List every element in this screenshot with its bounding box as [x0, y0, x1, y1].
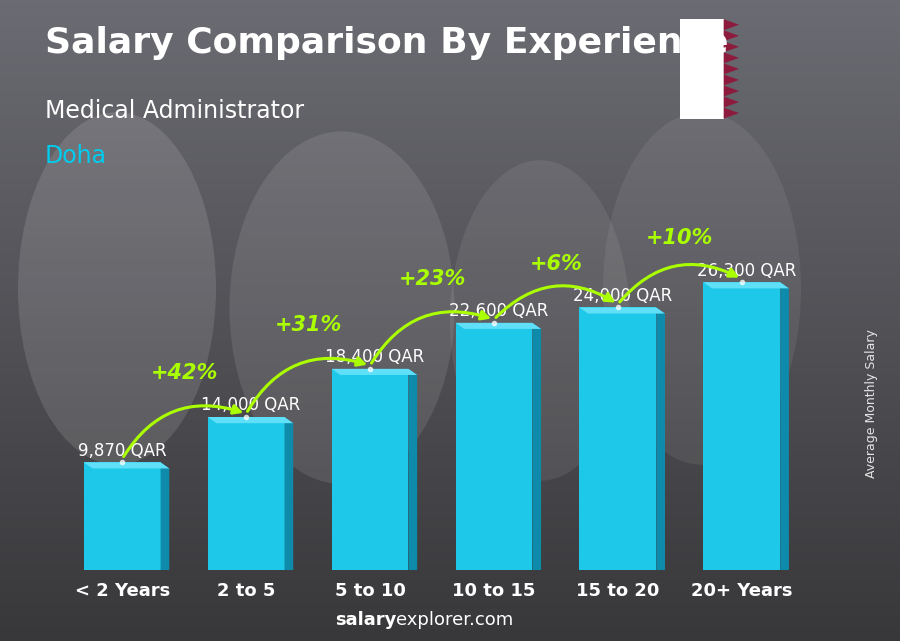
Text: 24,000 QAR: 24,000 QAR [573, 287, 672, 304]
Polygon shape [724, 30, 739, 41]
Polygon shape [724, 108, 739, 119]
Polygon shape [724, 63, 739, 74]
Polygon shape [331, 369, 409, 570]
Text: 14,000 QAR: 14,000 QAR [202, 396, 301, 414]
Text: 22,600 QAR: 22,600 QAR [449, 302, 549, 320]
Polygon shape [84, 462, 169, 469]
Ellipse shape [450, 160, 630, 481]
Polygon shape [724, 53, 739, 63]
Ellipse shape [603, 112, 801, 465]
Polygon shape [160, 462, 169, 577]
Polygon shape [533, 323, 541, 577]
Text: Doha: Doha [45, 144, 107, 168]
Polygon shape [455, 323, 533, 570]
Polygon shape [780, 282, 789, 577]
Polygon shape [724, 97, 739, 108]
Text: +42%: +42% [150, 363, 218, 383]
Polygon shape [331, 369, 417, 375]
Text: 18,400 QAR: 18,400 QAR [326, 348, 425, 366]
Text: Medical Administrator: Medical Administrator [45, 99, 304, 123]
Polygon shape [409, 369, 417, 577]
Text: +10%: +10% [646, 228, 714, 248]
Text: +31%: +31% [274, 315, 342, 335]
Polygon shape [724, 85, 739, 97]
Polygon shape [580, 308, 656, 570]
Polygon shape [84, 462, 160, 570]
Polygon shape [455, 323, 541, 329]
Ellipse shape [18, 112, 216, 465]
Polygon shape [724, 19, 739, 30]
Polygon shape [704, 282, 780, 570]
Text: Average Monthly Salary: Average Monthly Salary [865, 329, 878, 478]
Text: +23%: +23% [399, 269, 465, 289]
Polygon shape [656, 308, 665, 577]
Polygon shape [680, 19, 724, 119]
Polygon shape [580, 308, 665, 313]
Polygon shape [724, 41, 739, 53]
Polygon shape [704, 282, 789, 288]
Text: +6%: +6% [529, 253, 582, 274]
Text: salary: salary [335, 612, 396, 629]
Polygon shape [208, 417, 284, 570]
Polygon shape [284, 417, 293, 577]
Text: explorer.com: explorer.com [396, 612, 513, 629]
Text: Salary Comparison By Experience: Salary Comparison By Experience [45, 26, 728, 60]
Polygon shape [724, 74, 739, 85]
Text: 26,300 QAR: 26,300 QAR [698, 262, 796, 279]
Ellipse shape [230, 131, 454, 484]
Text: 9,870 QAR: 9,870 QAR [77, 442, 166, 460]
Polygon shape [208, 417, 293, 423]
